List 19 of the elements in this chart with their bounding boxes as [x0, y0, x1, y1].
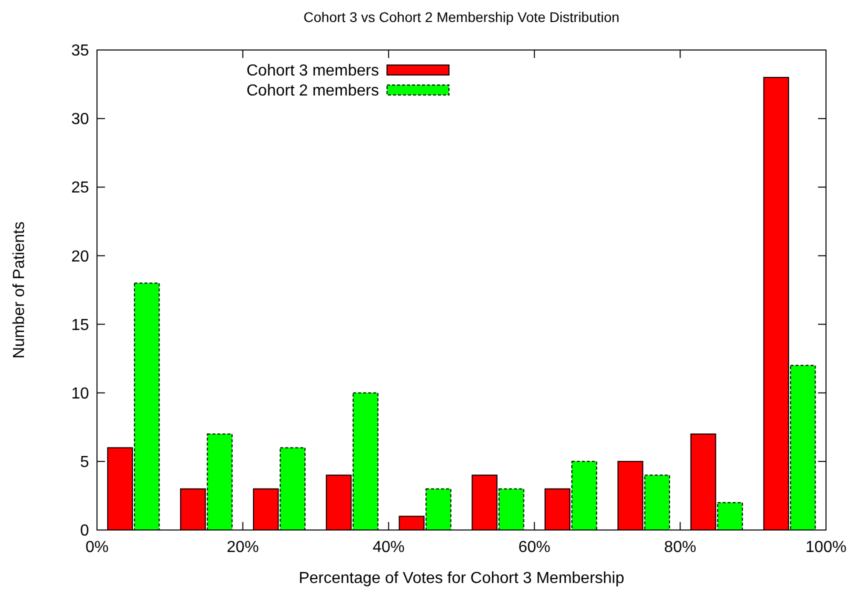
y-axis-title: Number of Patients: [11, 222, 28, 358]
x-tick-label: 80%: [664, 539, 696, 556]
x-tick-label: 100%: [806, 539, 846, 556]
x-tick-label: 20%: [226, 539, 259, 556]
x-tick-label: 60%: [518, 539, 550, 556]
chart-title: Cohort 3 vs Cohort 2 Membership Vote Distribution: [304, 9, 620, 25]
y-tick-label: 15: [71, 316, 90, 334]
x-tick-label: 0%: [85, 539, 109, 556]
y-tick-label: 5: [80, 454, 90, 472]
legend-label: Cohort 2 members: [246, 82, 379, 100]
y-tick-label: 10: [71, 385, 90, 402]
y-tick-label: 35: [71, 42, 90, 60]
y-tick-label: 0: [80, 522, 90, 540]
y-tick-label: 30: [71, 111, 90, 128]
legend-label: Cohort 3 members: [246, 62, 379, 80]
y-tick-label: 25: [71, 180, 90, 197]
x-axis-title: Percentage of Votes for Cohort 3 Membership: [298, 570, 624, 587]
x-tick-label: 40%: [372, 539, 405, 556]
y-tick-label: 20: [71, 248, 90, 266]
